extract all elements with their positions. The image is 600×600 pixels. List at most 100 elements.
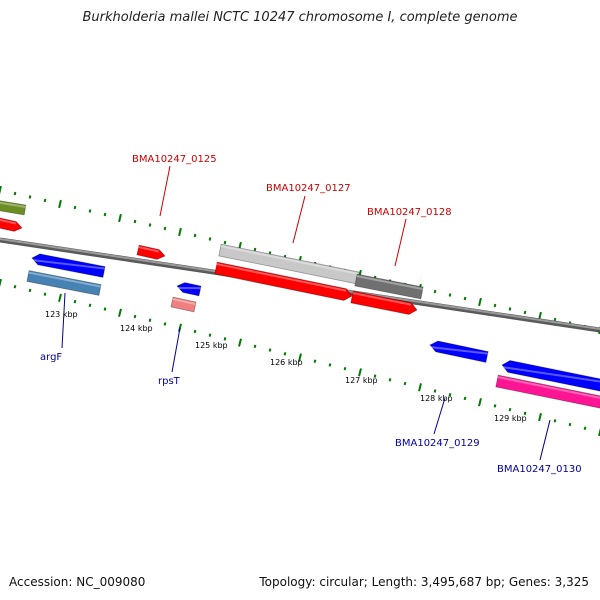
pink-feature-rpsT[interactable]	[170, 296, 197, 313]
accession-text: Accession: NC_009080	[9, 575, 146, 589]
gene-label[interactable]: BMA10247_0128	[367, 207, 452, 218]
inner-tick	[373, 374, 377, 378]
inner-tick	[403, 381, 407, 386]
gene-label-connector	[159, 165, 171, 217]
outer-tick	[478, 297, 482, 307]
gene-label-connector	[171, 327, 181, 373]
olive-feature-highlight	[0, 201, 26, 209]
outer-tick	[88, 209, 92, 213]
inner-tick	[193, 329, 197, 334]
blue-feature-right-highlight	[501, 365, 600, 383]
map-title: Burkholderia mallei NCTC 10247 chromosom…	[82, 10, 518, 25]
outer-tick	[448, 293, 452, 297]
inner-tick	[253, 344, 257, 349]
blue-feature-argF-upper-highlight	[31, 258, 105, 270]
outer-tick	[253, 247, 257, 252]
outer-tick	[193, 233, 197, 238]
outer-tick	[73, 205, 77, 210]
red-feature-0128[interactable]	[350, 290, 418, 315]
outer-tick	[208, 237, 212, 241]
kbp-label: 125 kbp	[195, 341, 228, 350]
gene-label[interactable]: rpsT	[158, 376, 181, 387]
inner-tick	[508, 407, 512, 412]
steelblue-feature-argF[interactable]	[26, 270, 102, 296]
inner-tick	[103, 307, 107, 311]
red-feature-left[interactable]	[0, 217, 23, 232]
kbp-label: 127 kbp	[345, 376, 378, 385]
red-feature-0125[interactable]	[136, 244, 166, 260]
inner-tick	[208, 333, 212, 337]
red-feature-left-highlight	[0, 219, 17, 225]
outer-tick	[28, 195, 32, 199]
outer-tick	[13, 191, 17, 196]
inner-tick	[148, 318, 152, 322]
gene-label-connector	[61, 292, 66, 349]
gene-label-connector	[394, 218, 407, 267]
outer-tick	[433, 289, 437, 294]
inner-tick	[343, 366, 347, 371]
outer-tick	[463, 296, 467, 301]
olive-feature[interactable]	[0, 200, 27, 216]
inner-tick	[478, 398, 482, 407]
blue-feature-small[interactable]	[176, 282, 202, 297]
red-feature-0128-highlight	[352, 292, 412, 306]
kbp-label: 126 kbp	[270, 358, 303, 367]
outer-tick	[58, 199, 62, 209]
inner-tick	[463, 396, 467, 401]
outer-tick	[163, 226, 167, 231]
inner-tick	[43, 292, 47, 296]
inner-tick	[493, 404, 497, 408]
outer-tick	[43, 198, 47, 203]
steelblue-feature-argF-highlight	[28, 271, 101, 288]
inner-tick	[583, 426, 587, 430]
inner-tick	[538, 412, 542, 422]
gene-label[interactable]: BMA10247_0127	[266, 183, 351, 194]
genome-summary-text: Topology: circular; Length: 3,495,687 bp…	[259, 575, 589, 589]
kbp-label: 124 kbp	[120, 324, 153, 333]
gene-label[interactable]: BMA10247_0129	[395, 438, 480, 449]
kbp-label: 128 kbp	[420, 394, 453, 403]
red-feature-0127[interactable]	[214, 261, 353, 301]
inner-tick	[13, 285, 17, 289]
kbp-label: 129 kbp	[494, 414, 527, 423]
inner-tick	[163, 322, 167, 326]
inner-tick	[118, 308, 122, 317]
outer-tick	[598, 325, 600, 335]
outer-tick	[223, 240, 227, 245]
gene-label[interactable]: BMA10247_0130	[497, 464, 582, 475]
blue-feature-right[interactable]	[501, 360, 600, 393]
inner-tick	[0, 278, 2, 288]
magenta-feature-0130-highlight	[497, 376, 600, 399]
inner-tick	[28, 288, 32, 293]
inner-tick	[358, 368, 362, 377]
darkgrey-feature-0128[interactable]	[354, 273, 424, 300]
outer-tick	[268, 251, 272, 255]
inner-tick	[418, 383, 422, 392]
outer-tick	[493, 303, 497, 308]
grey-feature-0127-highlight	[220, 245, 359, 276]
magenta-feature-0130[interactable]	[495, 374, 600, 410]
inner-tick	[598, 427, 600, 437]
pink-feature-rpsT-highlight	[172, 298, 196, 306]
outer-tick	[133, 219, 137, 224]
kbp-label: 123 kbp	[45, 310, 78, 319]
blue-feature-argF-upper[interactable]	[31, 253, 106, 278]
outer-tick	[523, 310, 527, 315]
inner-tick-ring	[0, 278, 600, 437]
inner-tick	[298, 353, 302, 362]
inner-tick	[88, 303, 92, 308]
darkgrey-feature-0128-highlight	[356, 275, 423, 291]
inner-tick	[283, 352, 287, 356]
inner-tick	[523, 411, 527, 416]
outer-tick	[553, 317, 557, 322]
outer-tick	[103, 212, 107, 217]
gene-label[interactable]: argF	[40, 352, 62, 363]
outer-tick	[148, 223, 152, 227]
inner-tick	[553, 419, 557, 423]
outer-tick	[118, 213, 122, 223]
gene-label[interactable]: BMA10247_0125	[132, 154, 217, 165]
blue-feature-0129[interactable]	[429, 340, 489, 363]
inner-tick	[568, 422, 572, 427]
gene-label-connector	[539, 419, 551, 461]
